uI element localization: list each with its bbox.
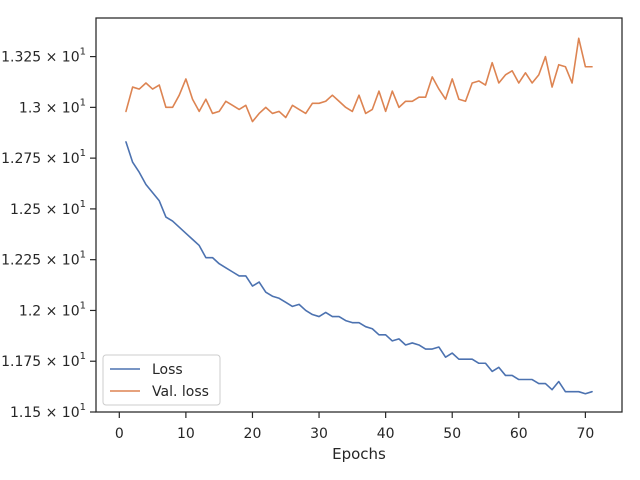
x-tick-label: 50 xyxy=(443,426,461,442)
x-tick-label: 40 xyxy=(377,426,395,442)
y-tick-label: 1.275 × 101 xyxy=(1,148,86,167)
x-tick-label: 10 xyxy=(177,426,195,442)
plot-area xyxy=(125,37,593,395)
y-tick-label: 1.2 × 101 xyxy=(19,300,86,319)
x-tick-label: 30 xyxy=(310,426,328,442)
y-tick-label: 1.15 × 101 xyxy=(10,402,86,421)
y-axis-ticks: 1.15 × 101 1.175 × 101 1.2 × 101 1.225 × 10… xyxy=(1,47,96,421)
legend-label: Val. loss xyxy=(152,384,209,400)
x-tick-label: 70 xyxy=(576,426,594,442)
legend: Loss Val. loss xyxy=(102,354,221,406)
axes-frame xyxy=(95,17,623,413)
y-tick-label: 1.3 × 101 xyxy=(19,97,86,116)
y-tick-label: 1.175 × 101 xyxy=(1,351,86,370)
x-tick-label: 60 xyxy=(510,426,528,442)
y-tick-label: 1.25 × 101 xyxy=(10,199,86,218)
legend-label: Loss xyxy=(152,362,183,378)
legend-box xyxy=(102,354,221,406)
x-axis-label: Epochs xyxy=(332,445,386,463)
x-tick-label: 0 xyxy=(115,426,124,442)
y-tick-label: 1.325 × 101 xyxy=(1,47,86,66)
x-tick-label: 20 xyxy=(244,426,262,442)
x-axis-ticks: 0 10 20 30 40 50 60 70 xyxy=(115,412,594,442)
y-tick-label: 1.225 × 101 xyxy=(1,250,86,269)
series-line-val-loss xyxy=(125,37,593,123)
series-line-loss xyxy=(125,141,593,395)
